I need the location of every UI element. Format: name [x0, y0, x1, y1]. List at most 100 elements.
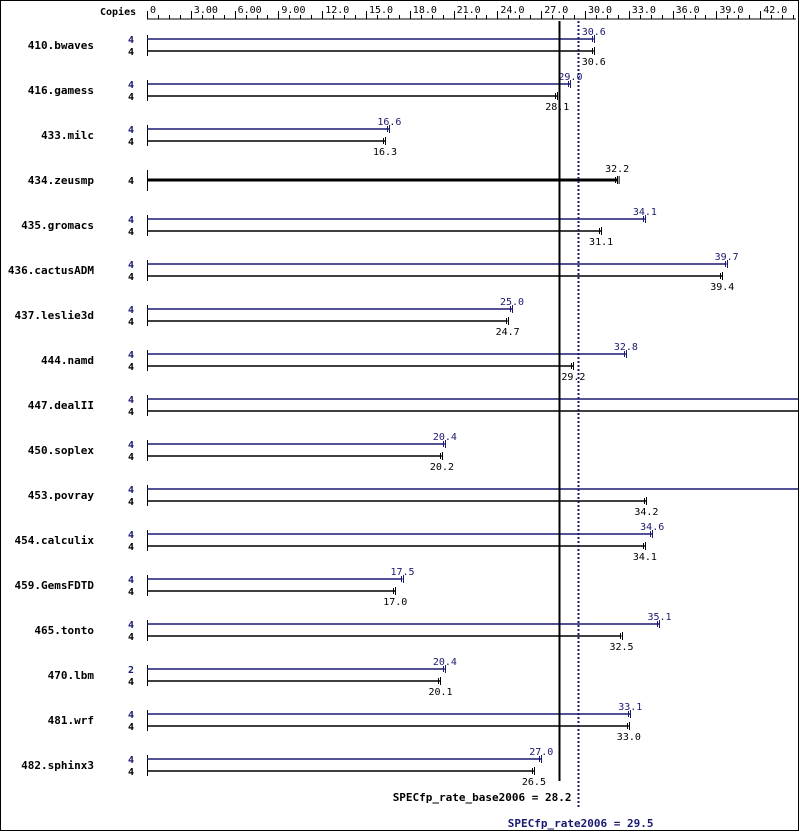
peak-value-label: 20.4	[433, 432, 457, 443]
base-copies: 4	[128, 677, 134, 688]
peak-value-label: 29.0	[558, 72, 582, 83]
base-value-label: 29.2	[561, 372, 585, 383]
peak-value-label: 16.6	[377, 117, 401, 128]
peak-copies: 4	[128, 440, 134, 451]
benchmark-name: 444.namd	[41, 354, 94, 367]
x-tick-label: 0	[150, 5, 156, 16]
base-value-label: 28.1	[545, 102, 569, 113]
benchmark-row: 481.wrf 44 33.1 33.0	[48, 702, 643, 743]
benchmark-name: 447.dealII	[28, 399, 94, 412]
peak-copies: 4	[128, 755, 134, 766]
base-copies: 4	[128, 542, 134, 553]
base-value-label: 20.1	[428, 687, 452, 698]
summary-layer: SPECfp_rate_base2006 = 28.2 SPECfp_rate20…	[393, 21, 654, 830]
peak-value-label: 35.1	[647, 612, 671, 623]
benchmark-row: 459.GemsFDTD 44 17.5 17.0	[15, 567, 415, 608]
peak-copies: 4	[128, 395, 134, 406]
peak-copies: 4	[128, 305, 134, 316]
peak-value-label: 33.1	[618, 702, 642, 713]
peak-summary-label: SPECfp_rate2006 = 29.5	[508, 817, 654, 830]
benchmark-name: 416.gamess	[28, 84, 94, 97]
benchmark-row: 444.namd 44 32.8 29.2	[41, 342, 638, 383]
base-value-label: 24.7	[496, 327, 520, 338]
benchmark-row: 433.milc 44 16.6 16.3	[41, 117, 401, 158]
peak-copies: 4	[128, 620, 134, 631]
benchmark-name: 482.sphinx3	[21, 759, 94, 772]
benchmark-name: 436.cactusADM	[8, 264, 94, 277]
peak-value-label: 34.6	[640, 522, 664, 533]
x-tick-label: 3.00	[194, 5, 218, 16]
benchmark-name: 459.GemsFDTD	[15, 579, 95, 592]
base-value-label: 39.4	[710, 282, 734, 293]
peak-value-label: 34.1	[633, 207, 657, 218]
base-value-label: 33.0	[617, 732, 641, 743]
peak-value-label: 20.4	[433, 657, 457, 668]
base-copies: 4	[128, 767, 134, 778]
base-copies: 4	[128, 497, 134, 508]
base-copies: 4	[128, 722, 134, 733]
base-value-label: 30.6	[582, 57, 606, 68]
peak-copies: 4	[128, 710, 134, 721]
peak-value-label: 32.8	[614, 342, 638, 353]
benchmark-row: 410.bwaves 44 30.6 30.6	[28, 27, 606, 68]
benchmark-name: 410.bwaves	[28, 39, 94, 52]
benchmark-name: 453.povray	[28, 489, 95, 502]
base-copies: 4	[128, 452, 134, 463]
benchmark-name: 465.tonto	[34, 624, 94, 637]
peak-copies: 4	[128, 80, 134, 91]
peak-value-label: 30.6	[582, 27, 606, 38]
peak-copies: 4	[128, 350, 134, 361]
x-tick-label: 39.0	[719, 5, 743, 16]
base-copies: 4	[128, 137, 134, 148]
base-value-label: 34.1	[633, 552, 657, 563]
base-value-label: 32.5	[610, 642, 634, 653]
benchmark-name: 481.wrf	[48, 714, 94, 727]
peak-copies: 4	[128, 35, 134, 46]
peak-value-label: 25.0	[500, 297, 524, 308]
base-copies: 4	[128, 632, 134, 643]
peak-copies: 4	[128, 260, 134, 271]
base-value-label: 26.5	[522, 777, 546, 788]
x-tick-label: 6.00	[238, 5, 262, 16]
peak-copies: 4	[128, 575, 134, 586]
peak-copies: 4	[128, 125, 134, 136]
benchmark-row: 416.gamess 44 29.0 28.1	[28, 72, 583, 113]
base-value-label: 32.2	[605, 164, 629, 175]
base-value-label: 31.1	[589, 237, 613, 248]
benchmark-name: 450.soplex	[28, 444, 95, 457]
benchmark-row: 436.cactusADM 44 39.7 39.4	[8, 252, 739, 293]
benchmark-row: 434.zeusmp 4 32.2	[28, 164, 629, 191]
benchmark-row: 453.povray4445.834.2	[28, 485, 799, 518]
benchmark-row: 437.leslie3d 44 25.0 24.7	[15, 297, 525, 338]
benchmark-name: 437.leslie3d	[15, 309, 94, 322]
x-tick-label: 36.0	[676, 5, 700, 16]
base-copies: 4	[128, 176, 134, 187]
x-tick-label: 12.0	[325, 5, 349, 16]
peak-value-label: 39.7	[715, 252, 739, 263]
benchmark-row: 450.soplex 44 20.4 20.2	[28, 432, 457, 473]
x-tick-label: 15.0	[369, 5, 393, 16]
base-copies: 4	[128, 407, 134, 418]
base-copies: 4	[128, 317, 134, 328]
base-copies: 4	[128, 227, 134, 238]
axis-layer: 0 3.00 6.00 9.00 12.0 15.0 18.0 21.0 24.0 27.0 30.…	[147, 5, 796, 20]
x-tick-label: 24.0	[500, 5, 524, 16]
base-copies: 4	[128, 47, 134, 58]
x-tick-label: 42.0	[763, 5, 787, 16]
base-value-label: 17.0	[383, 597, 407, 608]
x-tick-label: 33.0	[632, 5, 656, 16]
peak-value-label: 27.0	[529, 747, 553, 758]
peak-copies: 2	[128, 665, 134, 676]
x-tick-label: 21.0	[457, 5, 481, 16]
copies-header: Copies	[100, 6, 136, 18]
benchmark-name: 470.lbm	[48, 669, 95, 682]
base-copies: 4	[128, 362, 134, 373]
benchmark-row: 435.gromacs 44 34.1 31.1	[21, 207, 657, 248]
benchmark-row: 447.dealII4451.250.0	[28, 395, 799, 418]
peak-copies: 4	[128, 485, 134, 496]
benchmark-row: 482.sphinx3 44 27.0 26.5	[21, 747, 553, 788]
benchmark-row: 470.lbm 24 20.4 20.1	[48, 657, 457, 698]
benchmark-name: 433.milc	[41, 129, 94, 142]
